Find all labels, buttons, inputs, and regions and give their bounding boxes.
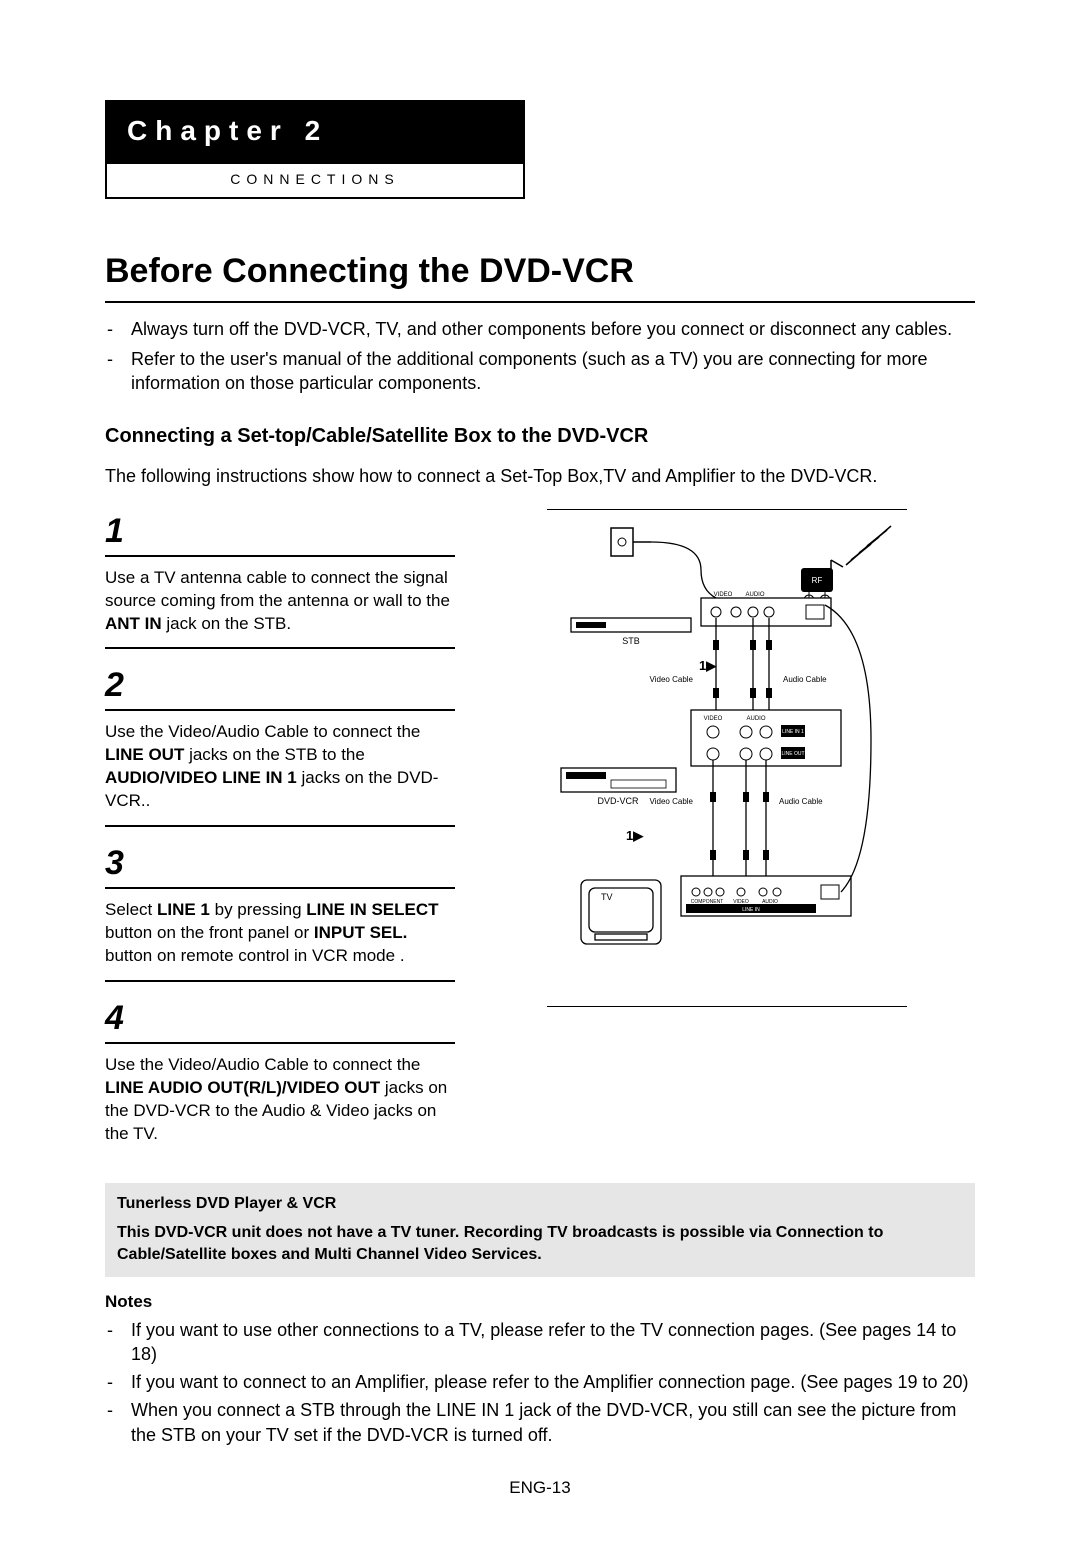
text: Select [105,900,157,919]
step-number: 2 [105,663,455,711]
label-line-out: LINE OUT [781,751,804,757]
text: button on remote control in VCR mode . [105,946,405,965]
top-bullets: Always turn off the DVD-VCR, TV, and oth… [105,317,975,396]
connection-diagram: RF VIDEO AUDIO STB [551,520,911,990]
label-video: VIDEO [704,716,723,722]
page-title: Before Connecting the DVD-VCR [105,249,975,303]
step-body: Use a TV antenna cable to connect the si… [105,567,455,650]
arrow-2: 1▶ [626,828,644,843]
label-component: COMPONENT [691,899,724,905]
graybox-title: Tunerless DVD Player & VCR [117,1193,963,1215]
list-item: When you connect a STB through the LINE … [107,1398,975,1447]
list-item: If you want to connect to an Amplifier, … [107,1370,975,1394]
label-line-in: LINE IN [742,907,760,913]
bold-text: LINE AUDIO OUT(R/L)/VIDEO OUT [105,1078,380,1097]
notes-section: Notes If you want to use other connectio… [105,1291,975,1447]
text: jacks on the STB to the [184,745,364,764]
bold-text: LINE 1 [157,900,210,919]
text: Use the Video/Audio Cable to connect the [105,722,420,741]
text: Use the Video/Audio Cable to connect the [105,1055,420,1074]
rf-label: RF [812,576,823,585]
step-3: 3 Select LINE 1 by pressing LINE IN SELE… [105,841,455,982]
bold-text: AUDIO/VIDEO LINE IN 1 [105,768,297,787]
text: by pressing [210,900,306,919]
section-intro: The following instructions show how to c… [105,464,975,488]
label-audio: AUDIO [746,716,765,722]
label-audio: AUDIO [762,899,778,905]
diagram-column: RF VIDEO AUDIO STB [479,509,975,1007]
label-stb: STB [622,636,640,646]
text: Use a TV antenna cable to connect the si… [105,568,450,610]
tunerless-note-box: Tunerless DVD Player & VCR This DVD-VCR … [105,1183,975,1276]
step-number: 3 [105,841,455,889]
bold-text: ANT IN [105,614,162,633]
chapter-box: Chapter 2 CONNECTIONS [105,100,525,199]
label-audio-cable: Audio Cable [783,675,827,684]
step-number: 4 [105,996,455,1044]
label-video-cable: Video Cable [650,797,694,806]
label-video-cable: Video Cable [650,675,694,684]
list-item: Refer to the user's manual of the additi… [107,347,975,396]
bold-text: LINE OUT [105,745,184,764]
label-video: VIDEO [733,899,749,905]
chapter-subtitle: CONNECTIONS [107,164,523,197]
step-body: Use the Video/Audio Cable to connect the… [105,721,455,827]
text: jack on the STB. [162,614,291,633]
page-footer: ENG-13 [105,1477,975,1500]
section-subhead: Connecting a Set-top/Cable/Satellite Box… [105,423,975,450]
steps-column: 1 Use a TV antenna cable to connect the … [105,509,455,1160]
graybox-text: This DVD-VCR unit does not have a TV tun… [117,1224,883,1263]
bold-text: INPUT SEL. [314,923,408,942]
label-audio-cable: Audio Cable [779,797,823,806]
label-video: VIDEO [714,592,733,598]
step-body: Use the Video/Audio Cable to connect the… [105,1054,455,1146]
bold-text: LINE IN SELECT [306,900,438,919]
list-item: If you want to use other connections to … [107,1318,975,1367]
label-line-in1: LINE IN 1 [782,729,804,735]
arrow-1: 1▶ [699,658,717,673]
content-columns: 1 Use a TV antenna cable to connect the … [105,509,975,1160]
label-dvdvcr: DVD-VCR [597,796,639,806]
step-body: Select LINE 1 by pressing LINE IN SELECT… [105,899,455,982]
step-1: 1 Use a TV antenna cable to connect the … [105,509,455,650]
step-4: 4 Use the Video/Audio Cable to connect t… [105,996,455,1146]
list-item: Always turn off the DVD-VCR, TV, and oth… [107,317,975,341]
notes-heading: Notes [105,1291,975,1314]
text: button on the front panel or [105,923,314,942]
notes-list: If you want to use other connections to … [105,1318,975,1447]
label-audio: AUDIO [745,592,764,598]
chapter-label: Chapter 2 [107,102,523,164]
label-tv: TV [601,892,613,902]
step-2: 2 Use the Video/Audio Cable to connect t… [105,663,455,827]
step-number: 1 [105,509,455,557]
diagram-frame: RF VIDEO AUDIO STB [547,509,907,1007]
